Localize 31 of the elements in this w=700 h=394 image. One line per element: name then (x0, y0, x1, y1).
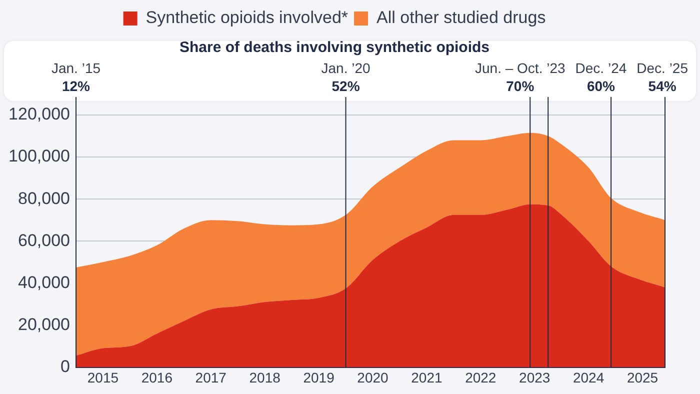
x-tick-label: 2018 (249, 369, 281, 386)
x-tick-label: 2021 (411, 369, 442, 386)
legend-label: All other studied drugs (376, 8, 546, 28)
x-tick-label: 2015 (87, 369, 119, 386)
x-tick-label: 2016 (141, 369, 173, 386)
ref-line-label: Jan. ’20 (321, 60, 370, 76)
text: 54% (648, 78, 677, 94)
y-tick-label: 80,000 (18, 188, 70, 208)
x-tick-label: 2022 (465, 369, 496, 386)
y-tick-label: 0 (60, 356, 70, 376)
legend-label: Synthetic opioids involved* (146, 8, 348, 28)
y-tick-label: 100,000 (8, 146, 70, 166)
text: 12% (62, 78, 91, 94)
y-tick-label: 20,000 (18, 314, 70, 334)
text: 60% (586, 78, 616, 94)
ref-line-label: Dec. ’25 (636, 60, 688, 76)
y-tick-label: 60,000 (18, 230, 70, 250)
y-tick-label: 120,000 (8, 104, 70, 124)
ref-line-label: Jun. – Oct. ’23 (475, 60, 566, 76)
y-tick-label: 40,000 (18, 272, 70, 292)
x-tick-label: 2020 (357, 369, 389, 386)
text: 52% (332, 78, 360, 94)
ref-line-label: Dec. ’24 (575, 60, 627, 76)
x-tick-label: 2019 (303, 369, 335, 386)
x-tick-label: 2025 (626, 369, 658, 386)
chart-subtitle: Share of deaths involving synthetic opioids (179, 39, 490, 56)
x-tick-label: 2024 (572, 369, 604, 386)
x-tick-label: 2023 (519, 369, 550, 386)
text: 70% (506, 78, 535, 94)
ref-line-label: Jan. ’15 (51, 60, 101, 76)
x-tick-label: 2017 (195, 369, 227, 386)
